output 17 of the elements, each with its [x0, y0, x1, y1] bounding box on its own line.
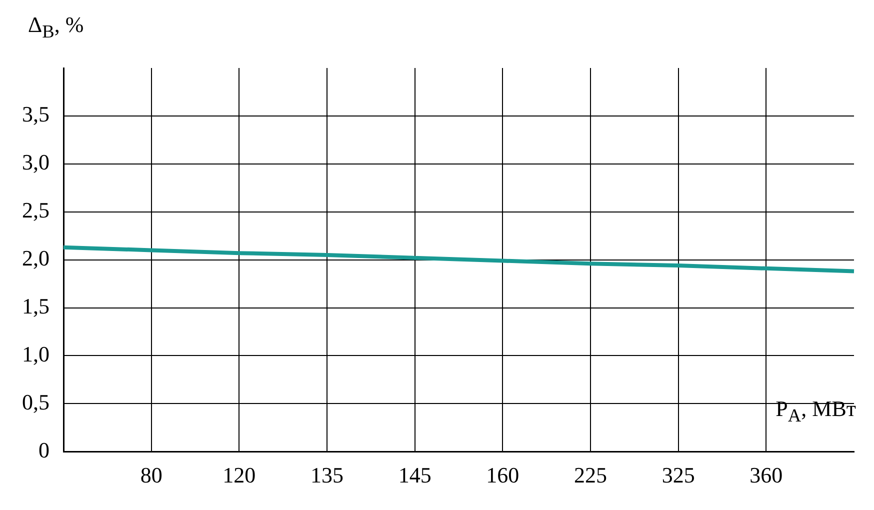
- y-tick-label: 3,0: [22, 150, 50, 175]
- y-tick-label: 1,5: [22, 294, 50, 319]
- y-tick-label: 0: [38, 437, 50, 462]
- y-axis-title: Δ$_{В}$, %: [28, 12, 84, 42]
- y-tick-label: 0,5: [22, 389, 50, 414]
- y-tick-label: 3,5: [22, 102, 50, 127]
- x-tick-label: 160: [486, 462, 520, 488]
- x-tick-label: 225: [574, 462, 607, 488]
- x-tick-label: 325: [662, 462, 695, 488]
- x-tick-label: 80: [140, 462, 162, 488]
- x-tick-label: 360: [750, 462, 783, 488]
- y-tick-label: 2,5: [22, 198, 50, 223]
- x-tick-label: 145: [398, 462, 432, 488]
- y-tick-label: 2,0: [22, 246, 50, 271]
- x-tick-label: 135: [310, 462, 344, 488]
- x-tick-label: 120: [222, 462, 256, 488]
- y-tick-label: 1,0: [22, 341, 50, 366]
